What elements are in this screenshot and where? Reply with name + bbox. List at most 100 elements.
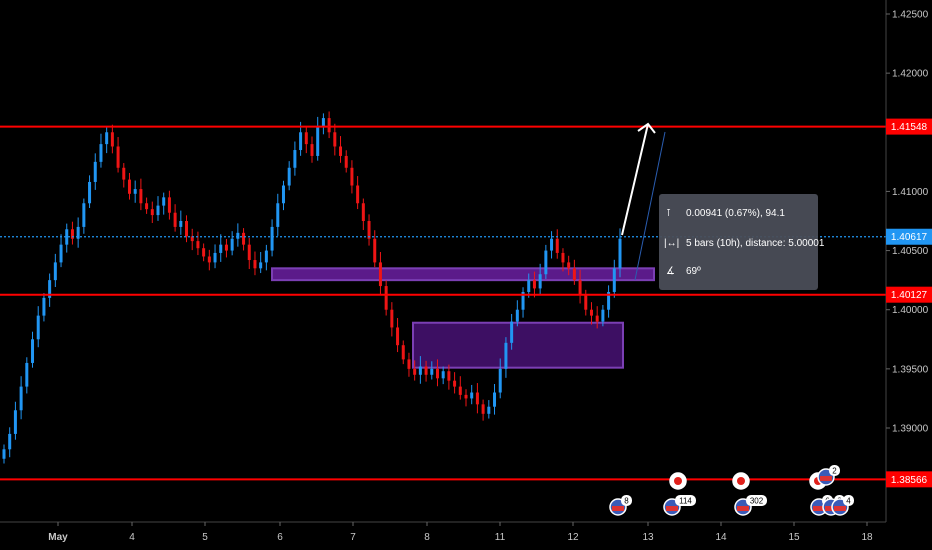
event-badge-count: 2 <box>832 467 837 476</box>
candle-body <box>270 226 274 251</box>
tooltip-bars-icon: |↔| <box>664 238 679 249</box>
measure-arrow-head <box>637 122 656 134</box>
event-badge <box>675 495 696 506</box>
x-tick-label: 5 <box>202 532 208 543</box>
tooltip-line-bars: 5 bars (10h), distance: 5.00001 <box>686 238 825 249</box>
price-tag-bg <box>886 118 932 135</box>
stripes-icon <box>737 506 749 511</box>
event-badge-count: 302 <box>750 497 764 506</box>
current-price-tag-bg <box>886 228 932 245</box>
candle-body <box>242 232 246 245</box>
candle-body <box>53 262 57 281</box>
x-tick-label: 14 <box>715 532 727 543</box>
candle-body <box>481 404 485 414</box>
canada-flag-icon[interactable] <box>732 472 750 490</box>
candle-body <box>367 221 371 239</box>
candle-body <box>356 185 360 204</box>
x-tick-label: 4 <box>129 532 135 543</box>
candle-body <box>521 291 525 310</box>
candle-body <box>207 256 211 263</box>
event-badge <box>829 465 840 476</box>
us-flag-icon[interactable]: 114 <box>663 495 696 516</box>
candle-body <box>578 280 582 296</box>
candle-body <box>179 221 183 227</box>
candle-body <box>247 244 251 261</box>
x-tick-label: 6 <box>277 532 283 543</box>
candle-body <box>527 280 531 292</box>
candle-body <box>127 179 131 194</box>
candle-body <box>42 297 46 316</box>
candle-body <box>110 132 114 147</box>
candle-body <box>230 238 234 251</box>
candle-body <box>224 244 228 251</box>
candle-body <box>441 371 445 379</box>
candle-body <box>532 280 536 289</box>
candle-body <box>25 362 29 387</box>
x-axis[interactable]: May 4 5 6 7 8 11 12 13 14 15 18 <box>48 522 873 543</box>
candle-body <box>612 268 616 292</box>
candle-body <box>344 155 348 168</box>
candle-body <box>48 280 52 298</box>
candle-body <box>122 167 126 180</box>
x-tick-label: May <box>48 532 68 543</box>
y-axis[interactable]: 1.42500 1.42000 1.41000 1.40500 1.40000 1.395… <box>886 10 929 435</box>
candle-body <box>493 392 497 407</box>
candle-body <box>310 144 314 156</box>
stripes-icon <box>820 476 832 481</box>
candle-body <box>173 212 177 227</box>
price-tag-bg <box>886 286 932 303</box>
candle-body <box>116 146 120 168</box>
candle-body <box>321 118 325 127</box>
candle-body <box>601 309 605 322</box>
candle-body <box>515 309 519 322</box>
candle-body <box>544 250 548 275</box>
us-flag-icon[interactable]: 8 <box>609 495 632 516</box>
candle-body <box>150 209 154 216</box>
candle-body <box>299 132 303 151</box>
zone-2[interactable] <box>412 321 624 369</box>
candle-body <box>167 197 171 213</box>
candle-body <box>190 236 194 242</box>
candle-body <box>464 394 468 399</box>
candle-body <box>59 244 63 263</box>
zone-1[interactable] <box>271 267 655 282</box>
y-tick-label: 1.39000 <box>892 424 929 435</box>
price-tags: 1.41548 1.40127 1.38566 1.40617 <box>886 118 932 488</box>
candle-body <box>185 221 189 237</box>
candle-body <box>36 315 40 340</box>
y-tick-label: 1.41000 <box>892 187 929 198</box>
candle-body <box>350 167 354 186</box>
candle-body <box>555 238 559 253</box>
candle-body <box>196 241 200 249</box>
us-flag-icon[interactable]: 302 <box>734 495 767 516</box>
candle-body <box>133 189 137 194</box>
candle-body <box>453 380 457 387</box>
us-flag-icon[interactable]: 4 <box>831 495 854 516</box>
us-flag-icon[interactable]: 2 <box>817 465 840 486</box>
candle-body <box>435 368 439 379</box>
candle-body <box>304 132 308 145</box>
event-badge-count: 114 <box>679 497 692 506</box>
candle-body <box>293 150 297 168</box>
candle-body <box>253 260 257 269</box>
candle-body <box>333 132 337 147</box>
canada-flag-icon[interactable] <box>669 472 687 490</box>
price-tag-label: 1.38566 <box>891 475 928 486</box>
candle-body <box>93 161 97 182</box>
tooltip-price-icon: ⊺ <box>666 208 671 219</box>
measure-guide-line <box>634 131 666 281</box>
x-tick-label: 11 <box>495 532 506 543</box>
candle-body <box>13 410 17 434</box>
tooltip-line-price: 0.00941 (0.67%), 94.1 <box>686 208 785 219</box>
stripes-icon <box>666 506 678 511</box>
y-tick-label: 1.39500 <box>892 364 929 375</box>
event-badge-count: 4 <box>846 497 851 506</box>
y-tick-label: 1.42500 <box>892 10 929 21</box>
price-tag-label: 1.40127 <box>891 290 928 301</box>
measure-tool[interactable] <box>621 122 666 281</box>
candle-body <box>510 321 514 343</box>
economic-events[interactable]: 811430222624 <box>609 465 854 516</box>
candles <box>2 111 622 464</box>
stripes-icon <box>612 506 624 511</box>
